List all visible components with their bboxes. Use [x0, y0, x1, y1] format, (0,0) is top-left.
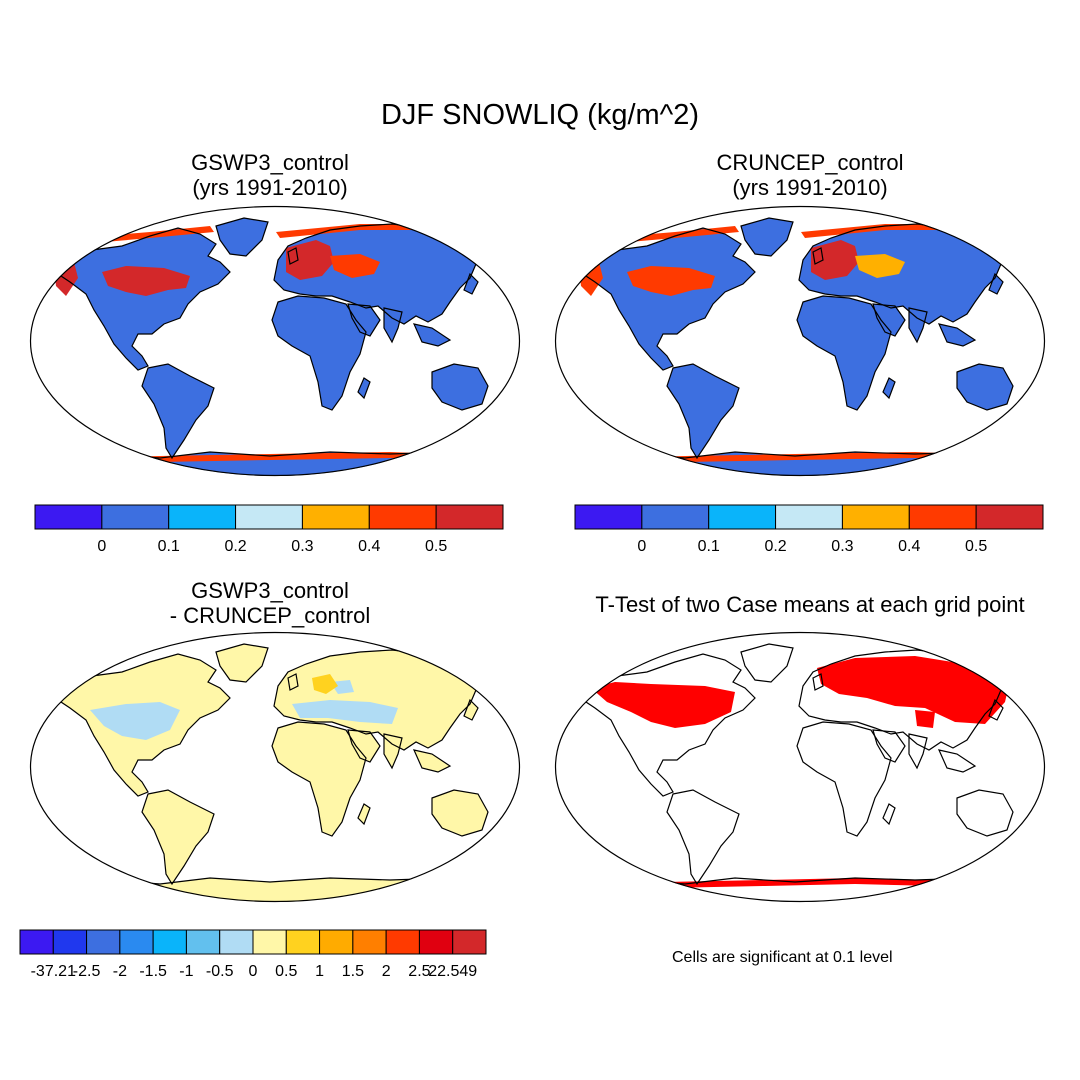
- colorbar-diff: -37.21-2.5 -2 -1.5 -1 -0.5 0 0.5 1 1.5 2 2.522.549: [19, 929, 487, 980]
- colorbar-box: [319, 929, 354, 955]
- colorbar-tick-label: -2.5: [73, 963, 101, 980]
- colorbar-box: [152, 929, 187, 955]
- colorbar-tick-label: 2.5: [408, 963, 430, 980]
- colorbar-box: [168, 504, 237, 530]
- colorbar-tick-label: 0.3: [831, 538, 853, 555]
- panel-title-line1: GSWP3_control: [191, 578, 349, 603]
- land-layer: [52, 644, 500, 902]
- significant-cells: [591, 656, 1011, 890]
- colorbar-box: [235, 504, 303, 530]
- colorbar-tick-label: 1.5: [342, 963, 364, 980]
- colorbar-tick-label: 0: [637, 538, 646, 555]
- colorbar-box: [574, 504, 643, 530]
- panel-title-cruncep: CRUNCEP_control (yrs 1991-2010): [610, 150, 1010, 200]
- panel-title-diff: GSWP3_control - CRUNCEP_control: [70, 578, 470, 628]
- panel-title-line1: CRUNCEP_control: [716, 150, 904, 175]
- panel-title-line2: (yrs 1991-2010): [732, 175, 888, 200]
- colorbar-box: [34, 504, 103, 530]
- colorbar-tick-label: 0.3: [291, 538, 313, 555]
- colorbar-box: [52, 929, 88, 955]
- map-border: [554, 631, 1046, 903]
- land-layer: [52, 218, 500, 476]
- colorbar-box: [641, 504, 710, 530]
- colorbar-box: [252, 929, 287, 955]
- colorbar-box: [435, 504, 504, 530]
- colorbar-tick-label: -37.21: [31, 963, 76, 980]
- land-layer: [577, 218, 1025, 476]
- map-border: [29, 631, 521, 903]
- colorbar-tick-label: -1.5: [139, 963, 167, 980]
- colorbar-tick-label: 0.5: [275, 963, 297, 980]
- figure-title: DJF SNOWLIQ (kg/m^2): [380, 99, 700, 131]
- colorbar-gswp3: 0 0.1 0.2 0.3 0.4 0.5: [34, 504, 504, 555]
- panel-title-line1: T-Test of two Case means at each grid po…: [595, 592, 1025, 617]
- panel-title-line2: - CRUNCEP_control: [169, 603, 371, 628]
- colorbar-tick-label: 0.2: [764, 538, 786, 555]
- colorbar-tick-label: 0: [249, 963, 258, 980]
- colorbar-box: [368, 504, 437, 530]
- colorbar-box: [101, 504, 170, 530]
- colorbar-box: [708, 504, 777, 530]
- colorbar-box: [385, 929, 420, 955]
- colorbar-tick-label: 22.549: [428, 963, 477, 980]
- colorbar-tick-label: 0.5: [425, 538, 447, 555]
- colorbar-tick-label: 0.2: [224, 538, 246, 555]
- colorbar-tick-label: 0.1: [698, 538, 720, 555]
- map-border: [29, 205, 521, 477]
- colorbar-tick-label: 0.4: [898, 538, 920, 555]
- colorbar-tick-label: -1: [179, 963, 193, 980]
- colorbar-box: [841, 504, 910, 530]
- colorbar-tick-label: 0.5: [965, 538, 987, 555]
- colorbar-box: [86, 929, 121, 955]
- colorbar-tick-label: -2: [113, 963, 127, 980]
- colorbar-box: [352, 929, 387, 955]
- colorbar-box: [219, 929, 254, 955]
- colorbar-tick-label: 2: [382, 963, 391, 980]
- colorbar-tick-label: 0.1: [158, 538, 180, 555]
- colorbar-tick-label: 0.4: [358, 538, 380, 555]
- colorbar-box: [19, 929, 54, 955]
- colorbar-tick-label: -0.5: [206, 963, 234, 980]
- map-gswp3: [29, 205, 521, 477]
- colorbar-box: [285, 929, 321, 955]
- colorbar-box: [908, 504, 977, 530]
- colorbar-box: [975, 504, 1044, 530]
- colorbar-tick-label: 1: [315, 963, 324, 980]
- panel-title-gswp3: GSWP3_control (yrs 1991-2010): [70, 150, 470, 200]
- map-diff: [29, 631, 521, 903]
- map-cruncep: [554, 205, 1046, 477]
- map-border: [554, 205, 1046, 477]
- colorbar-box: [301, 504, 370, 530]
- colorbar-box: [418, 929, 454, 955]
- colorbar-box: [119, 929, 154, 955]
- colorbar-box: [185, 929, 221, 955]
- colorbar-tick-label: 0: [97, 538, 106, 555]
- panel-title-line2: (yrs 1991-2010): [192, 175, 348, 200]
- panel-title-ttest: T-Test of two Case means at each grid po…: [545, 592, 1075, 617]
- map-ttest: [554, 631, 1046, 903]
- colorbar-cruncep: 0 0.1 0.2 0.3 0.4 0.5: [574, 504, 1044, 555]
- colorbar-box: [775, 504, 843, 530]
- panel-title-line1: GSWP3_control: [191, 150, 349, 175]
- colorbar-box: [452, 929, 487, 955]
- significance-note: Cells are significant at 0.1 level: [672, 949, 893, 966]
